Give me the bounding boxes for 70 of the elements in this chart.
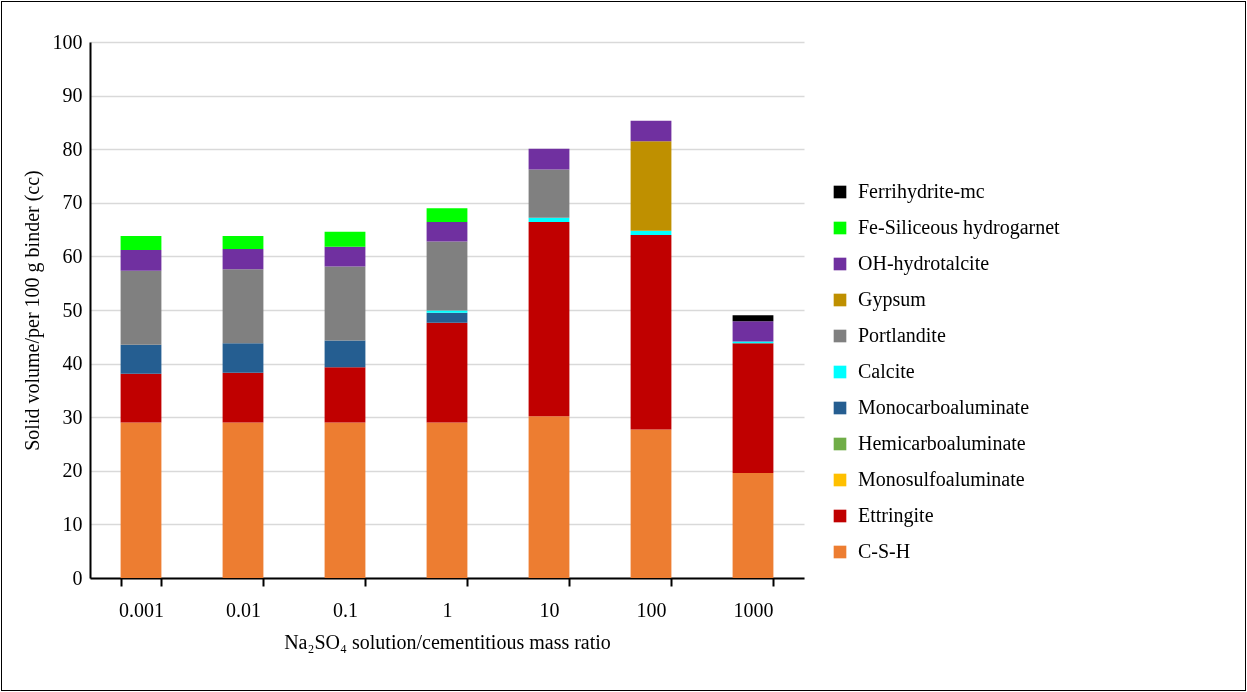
x-axis-title: Na₂SO₄ solution/cementitious mass ratio <box>284 630 611 653</box>
bar <box>120 373 162 423</box>
x-tick-label: 0.1 <box>333 598 358 621</box>
bar <box>222 422 264 578</box>
bar <box>528 148 570 170</box>
bar <box>732 321 774 342</box>
bar <box>324 340 366 368</box>
bar <box>630 230 672 235</box>
bar <box>528 169 570 218</box>
y-tick-label: 60 <box>62 244 83 267</box>
bar <box>528 217 570 223</box>
bar <box>120 344 162 374</box>
bar <box>222 343 264 373</box>
bar <box>324 422 366 578</box>
y-tick-label: 90 <box>62 84 83 107</box>
legend-label: Fe-Siliceous hydrogarnet <box>858 216 1061 239</box>
bar <box>324 266 366 341</box>
bar <box>324 367 366 423</box>
bar <box>528 416 570 578</box>
bar <box>426 312 468 323</box>
x-tick-label: 1 <box>442 598 453 621</box>
legend-label: Gypsum <box>858 288 927 311</box>
legend-label: OH-hydrotalcite <box>858 252 990 275</box>
bar <box>528 222 570 417</box>
legend-label: Hemicarboaluminate <box>858 432 1026 454</box>
bar <box>630 120 672 142</box>
y-tick-label: 20 <box>62 459 83 482</box>
legend-label: Monosulfoaluminate <box>858 468 1025 490</box>
bar <box>426 241 468 311</box>
bar <box>426 310 468 313</box>
bar <box>120 270 162 345</box>
bar <box>426 322 468 423</box>
legend-label: Calcite <box>858 360 915 382</box>
bar <box>120 422 162 578</box>
y-tick-label: 50 <box>62 298 83 321</box>
bar <box>222 248 264 270</box>
bar <box>732 343 774 473</box>
x-tick-label: 10 <box>539 598 560 621</box>
bar <box>222 372 264 423</box>
bar <box>630 429 672 578</box>
bar <box>324 246 366 267</box>
x-tick-label: 0.001 <box>119 598 164 621</box>
x-tick-label: 1000 <box>733 598 774 621</box>
y-axis-title: Solid volume/per 100 g binder (cc) <box>20 170 44 451</box>
bar <box>120 236 162 250</box>
bar <box>732 472 774 578</box>
y-tick-label: 70 <box>62 191 83 214</box>
bar <box>630 141 672 231</box>
y-tick-label: 40 <box>62 352 83 375</box>
bar <box>426 422 468 578</box>
legend-label: Ferrihydrite-mc <box>858 180 985 203</box>
x-tick-label: 100 <box>636 598 667 621</box>
bar <box>732 315 774 322</box>
y-tick-label: 100 <box>52 30 83 53</box>
legend-label: Monocarboaluminate <box>858 396 1030 418</box>
y-tick-label: 10 <box>62 512 83 535</box>
y-tick-label: 0 <box>72 566 83 589</box>
bar <box>324 231 366 247</box>
bar <box>426 208 468 223</box>
bar <box>222 269 264 344</box>
bar <box>222 236 264 249</box>
legend-label: Ettringite <box>858 504 934 527</box>
bar <box>426 222 468 242</box>
bar <box>120 249 162 271</box>
y-tick-label: 30 <box>62 405 83 428</box>
legend-label: Portlandite <box>858 324 946 346</box>
bar <box>630 234 672 430</box>
y-tick-label: 80 <box>62 137 83 160</box>
legend-label: C-S-H <box>858 540 911 562</box>
x-tick-label: 0.01 <box>226 598 261 621</box>
